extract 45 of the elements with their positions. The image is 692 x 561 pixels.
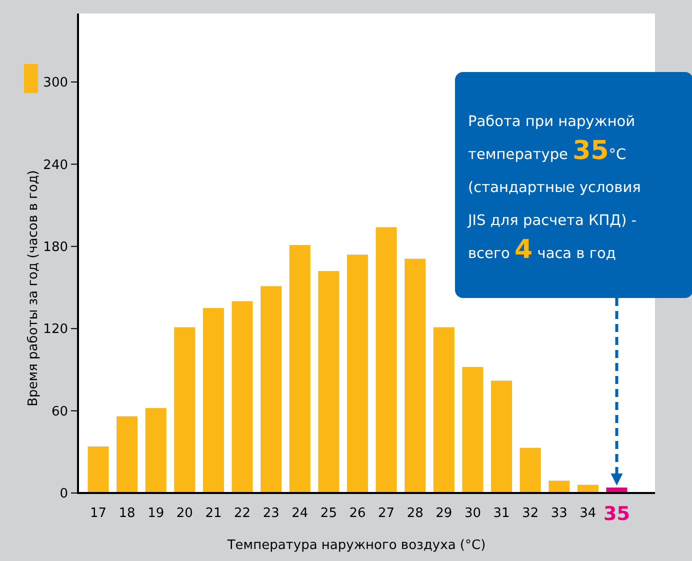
x-tick-label: 24 xyxy=(292,506,308,521)
x-tick-label: 32 xyxy=(522,506,539,521)
x-tick-label: 27 xyxy=(378,506,395,521)
bar xyxy=(433,327,454,493)
bar xyxy=(491,380,512,493)
x-tick-label: 19 xyxy=(148,506,164,521)
y-tick-label: 0 xyxy=(60,486,68,502)
bar xyxy=(174,327,196,493)
x-tick-label: 21 xyxy=(205,506,222,521)
bar xyxy=(145,408,166,493)
x-tick-label: 29 xyxy=(436,506,452,521)
bar xyxy=(404,258,426,493)
x-tick-label: 33 xyxy=(550,506,568,521)
bar xyxy=(318,271,340,493)
x-tick-label: 31 xyxy=(493,506,510,521)
bar xyxy=(88,446,109,493)
bar xyxy=(116,416,138,493)
x-tick-label: 35 xyxy=(604,503,630,525)
x-tick-label: 18 xyxy=(118,506,136,521)
bar xyxy=(520,448,541,493)
x-tick-label: 26 xyxy=(349,506,366,521)
x-tick-label: 23 xyxy=(262,506,280,521)
x-tick-label: 25 xyxy=(320,506,337,521)
x-axis-title: Температура наружного воздуха (°C) xyxy=(226,538,486,553)
x-tick-label: 22 xyxy=(234,506,251,521)
bar xyxy=(346,254,368,493)
bar xyxy=(462,366,484,493)
y-tick-label: 240 xyxy=(43,158,68,173)
y-tick-label: 300 xyxy=(43,76,68,91)
bar xyxy=(202,308,224,493)
bar xyxy=(232,301,253,493)
x-tick-label: 34 xyxy=(580,506,596,521)
x-tick-label: 28 xyxy=(406,506,424,521)
bar xyxy=(548,480,570,493)
y-tick-label: 60 xyxy=(51,404,68,420)
y-tick-label: 180 xyxy=(43,240,68,255)
x-tick-label: 20 xyxy=(176,506,193,521)
y-axis-title: Время работы за год (часов в год) xyxy=(26,170,41,406)
bar xyxy=(260,286,282,493)
x-tick-label: 17 xyxy=(90,506,107,521)
y-tick-label: 120 xyxy=(43,322,68,338)
bar xyxy=(376,227,397,493)
bar xyxy=(289,245,310,493)
x-tick-label: 30 xyxy=(464,506,481,521)
text: Работа при наружной температуре 35°C (стандартные условия JIS для расчета КПД) - всего 4 часа в год xyxy=(468,114,641,265)
